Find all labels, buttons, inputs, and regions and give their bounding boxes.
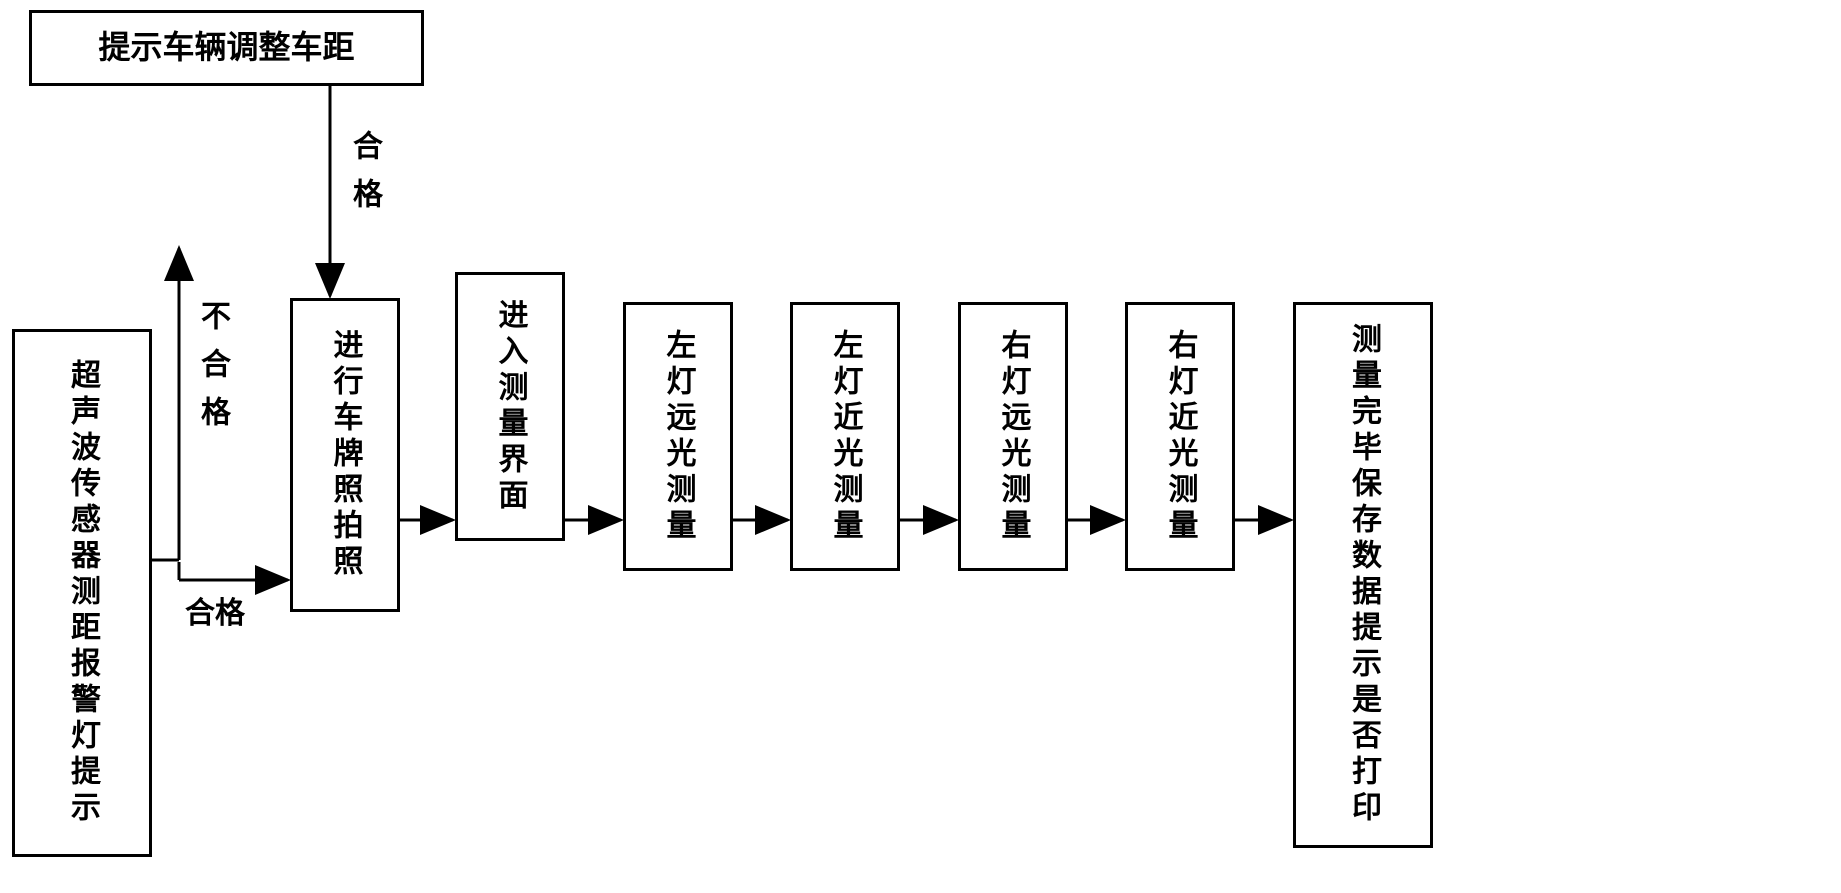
node-sensor: 超声波传感器测距报警灯提示 [12,329,152,857]
node-right-near: 右灯近光测量 [1125,302,1235,571]
node-plate-text: 进行车牌照拍照 [323,329,368,581]
node-sensor-text: 超声波传感器测距报警灯提示 [55,359,109,827]
node-save-print-text: 测量完毕保存数据提示是否打印 [1336,323,1390,827]
node-right-far: 右灯远光测量 [958,302,1068,571]
node-top-prompt-text: 提示车辆调整车距 [98,27,354,69]
edge-label-left-pass: 合格 [185,588,245,632]
edge-label-left-pass-text: 合格 [185,597,245,630]
node-enter-measure-text: 进入测量界面 [488,299,533,515]
node-left-near: 左灯近光测量 [790,302,900,571]
edge-label-top-pass-text: 合格 [348,130,381,226]
node-right-far-text: 右灯远光测量 [991,329,1036,545]
node-top-prompt: 提示车辆调整车距 [29,10,424,86]
flowchart-canvas: 提示车辆调整车距 超声波传感器测距报警灯提示 进行车牌照拍照 进入测量界面 左灯… [0,0,1841,893]
arrows-layer [0,0,1841,893]
node-left-near-text: 左灯近光测量 [823,329,868,545]
node-right-near-text: 右灯近光测量 [1158,329,1203,545]
node-left-far-text: 左灯远光测量 [656,329,701,545]
edge-label-left-fail-text: 不合格 [196,300,229,444]
node-left-far: 左灯远光测量 [623,302,733,571]
node-save-print: 测量完毕保存数据提示是否打印 [1293,302,1433,848]
node-enter-measure: 进入测量界面 [455,272,565,541]
edge-label-left-fail: 不合格 [190,300,234,444]
edge-label-top-pass: 合格 [342,130,386,226]
node-plate: 进行车牌照拍照 [290,298,400,612]
